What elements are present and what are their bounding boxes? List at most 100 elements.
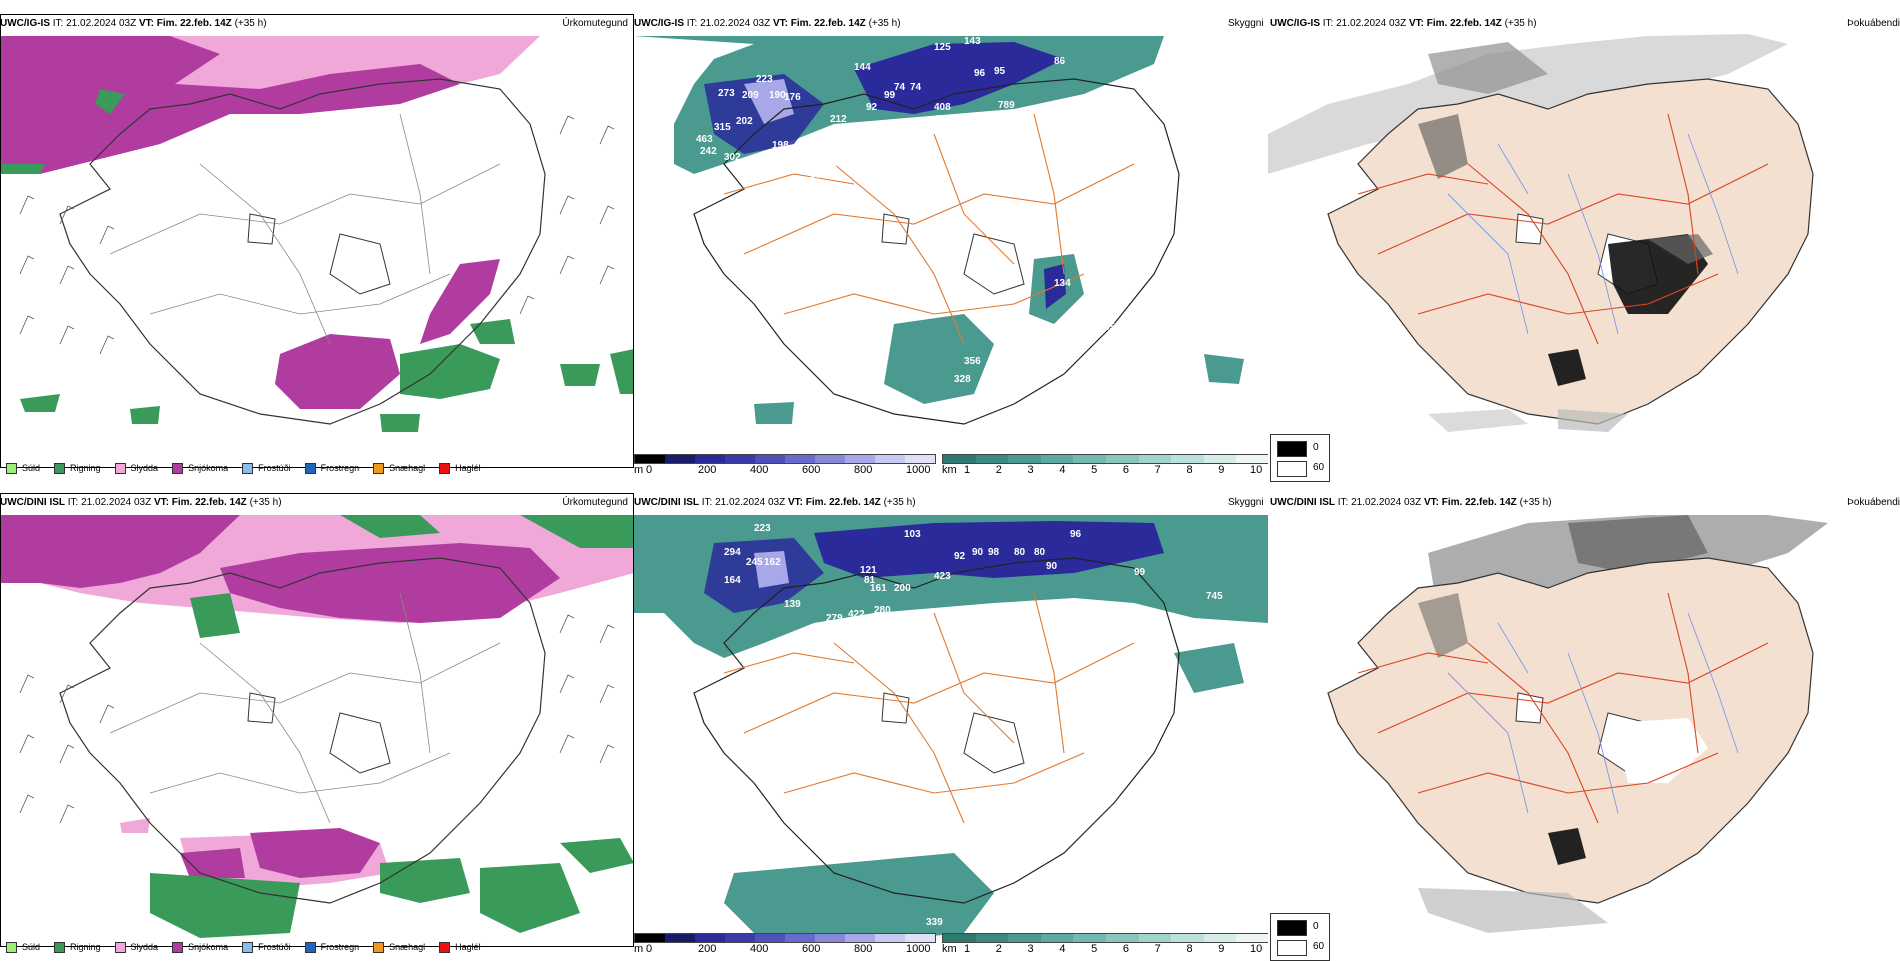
colorbar-unit: km bbox=[942, 943, 957, 955]
model-name: UWC/DINI ISL bbox=[634, 497, 699, 508]
cloud-key-bottom: 60 bbox=[1313, 462, 1325, 473]
visibility-value-label: 230 bbox=[796, 164, 813, 175]
visibility-colorbars: m 0 200 400 600 800 1000 km 1 2 3 4 5 6 7 8 9 10 bbox=[634, 454, 1268, 478]
it-label: IT: bbox=[1337, 497, 1349, 508]
legend-item: Slydda bbox=[114, 939, 158, 955]
lead-time: (+35 h) bbox=[868, 18, 901, 29]
visibility-value-label: 96 bbox=[974, 68, 986, 79]
legend-item: Rigning bbox=[54, 939, 101, 955]
cloud-panel-row1: UWC/IG-IS IT: 21.02.2024 03Z VT: Fim. 22… bbox=[1268, 14, 1900, 482]
visibility-value-label: 422 bbox=[848, 609, 865, 620]
precip-map bbox=[0, 14, 634, 482]
visibility-value-label: 279 bbox=[826, 613, 843, 624]
visibility-value-label: 209 bbox=[742, 90, 759, 101]
colorbar-tick: 600 bbox=[802, 943, 821, 955]
visibility-value-label: 223 bbox=[756, 74, 773, 85]
colorbar-tick: 10 bbox=[1250, 943, 1263, 955]
visibility-value-label: 223 bbox=[754, 523, 771, 534]
visibility-value-label: 200 bbox=[894, 583, 911, 594]
legend-item: Snæhagl bbox=[373, 939, 425, 955]
colorbar-unit: m bbox=[634, 943, 644, 955]
cloud-key-swatch-top bbox=[1277, 441, 1307, 457]
visibility-value-label: 238 bbox=[1134, 264, 1151, 275]
colorbar-tick: 1 bbox=[964, 943, 971, 955]
precip-legend: Súld Rigning Slydda Snjókoma Frostúði Frostre… bbox=[0, 460, 481, 476]
model-name: UWC/IG-IS bbox=[0, 18, 50, 29]
legend-swatch bbox=[114, 941, 126, 953]
visibility-value-label: 202 bbox=[736, 116, 753, 127]
visibility-value-label: 99 bbox=[884, 90, 896, 101]
visibility-values: 144 125 143 86 273 223 190 209 176 315 202 242 302 46… bbox=[696, 36, 1151, 439]
model-name: UWC/DINI ISL bbox=[1270, 497, 1335, 508]
visibility-value-label: 190 bbox=[769, 90, 786, 101]
visibility-value-label: 81 bbox=[864, 575, 876, 586]
visibility-value-label: 55 bbox=[1104, 322, 1116, 333]
visibility-value-label: 315 bbox=[714, 122, 731, 133]
visibility-value-label: 92 bbox=[954, 551, 966, 562]
visibility-value-label: 95 bbox=[994, 66, 1006, 77]
colorbar-tick: 0 bbox=[646, 943, 653, 955]
colorbar-tick: 4 bbox=[1059, 943, 1066, 955]
colorbar-tick: 6 bbox=[1122, 943, 1129, 955]
vt-value: Fim. 22.feb. 14Z bbox=[171, 497, 247, 508]
visibility-value-label: 356 bbox=[964, 356, 981, 367]
visibility-value-label: 134 bbox=[1054, 278, 1071, 289]
visibility-value-label: 96 bbox=[1070, 529, 1082, 540]
it-value: 21.02.2024 03Z bbox=[1351, 497, 1422, 508]
vis-panel-row1: 144 125 143 86 273 223 190 209 176 315 202 242 302 46… bbox=[634, 14, 1268, 482]
colorbar-tick: 400 bbox=[750, 943, 769, 955]
visibility-value-label: 426 bbox=[994, 364, 1011, 375]
legend-swatch bbox=[172, 462, 184, 474]
visibility-value-label: 80 bbox=[1034, 547, 1046, 558]
legend-swatch bbox=[373, 462, 385, 474]
it-label: IT: bbox=[1322, 18, 1334, 29]
precip-title: Úrkomutegund bbox=[562, 18, 628, 29]
cloud-key: 0 60 bbox=[1270, 434, 1330, 482]
vt-label: VT: bbox=[1423, 497, 1439, 508]
cloud-panel-row2: UWC/DINI ISL IT: 21.02.2024 03Z VT: Fim.… bbox=[1268, 493, 1900, 961]
colorbar-tick: 600 bbox=[802, 464, 821, 476]
legend-item: Rigning bbox=[54, 460, 101, 476]
vis-panel-row2: 223 294 245 162 164 139 279 422 121 161 90 280 103 81… bbox=[634, 493, 1268, 961]
visibility-value-label: 245 bbox=[746, 557, 763, 568]
cloud-key-top: 0 bbox=[1313, 442, 1319, 453]
run-header: UWC/IG-IS IT: 21.02.2024 03Z VT: Fim. 22… bbox=[1270, 18, 1537, 29]
visibility-value-label: 143 bbox=[964, 36, 981, 47]
colorbar-tick: 800 bbox=[854, 464, 873, 476]
visibility-value-label: 408 bbox=[934, 102, 951, 113]
visibility-value-label: 144 bbox=[854, 62, 871, 73]
legend-label: Súld bbox=[22, 463, 41, 473]
visibility-value-label: 92 bbox=[866, 102, 878, 113]
legend-label: Slydda bbox=[130, 463, 159, 473]
visibility-value-label: 302 bbox=[724, 152, 741, 163]
legend-label: Súld bbox=[22, 942, 41, 952]
legend-label: Haglél bbox=[455, 463, 481, 473]
colorbar-km bbox=[942, 933, 1268, 943]
colorbar-tick: 9 bbox=[1218, 943, 1225, 955]
cloud-key: 0 60 bbox=[1270, 913, 1330, 961]
visibility-value-label: 118 bbox=[1102, 306, 1119, 317]
vt-label: VT: bbox=[772, 18, 788, 29]
colorbar-m-labels: m 0 200 400 600 800 1000 bbox=[634, 464, 934, 476]
visibility-value-label: 90 bbox=[972, 547, 984, 558]
it-label: IT: bbox=[686, 18, 698, 29]
legend-item: Frostregn bbox=[304, 939, 359, 955]
legend-item: Súld bbox=[6, 460, 40, 476]
colorbar-tick: 1000 bbox=[906, 464, 931, 476]
vt-label: VT: bbox=[153, 497, 169, 508]
lead-time: (+35 h) bbox=[249, 497, 282, 508]
it-value: 21.02.2024 03Z bbox=[1336, 18, 1407, 29]
legend-item: Súld bbox=[6, 939, 40, 955]
lead-time: (+35 h) bbox=[1519, 497, 1552, 508]
colorbar-tick: 400 bbox=[750, 464, 769, 476]
legend-swatch bbox=[304, 941, 316, 953]
vt-value: Fim. 22.feb. 14Z bbox=[805, 497, 881, 508]
it-label: IT: bbox=[52, 18, 64, 29]
it-value: 21.02.2024 03Z bbox=[81, 497, 152, 508]
visibility-value-label: 90 bbox=[878, 611, 890, 622]
visibility-value-label: 266 bbox=[982, 867, 999, 878]
vt-value: Fim. 22.feb. 14Z bbox=[790, 18, 866, 29]
colorbar-tick: 0 bbox=[646, 464, 653, 476]
